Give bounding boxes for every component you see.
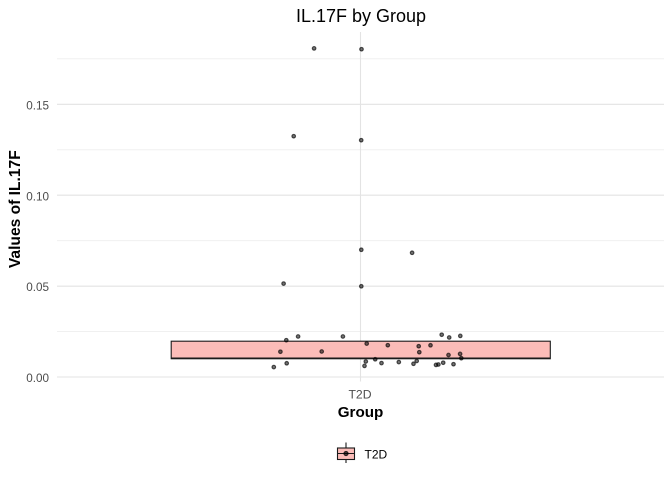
svg-text:T2D: T2D [365, 448, 388, 462]
svg-text:IL.17F by Group: IL.17F by Group [296, 6, 426, 26]
svg-text:Group: Group [338, 404, 384, 421]
svg-text:T2D: T2D [348, 388, 371, 402]
svg-text:0.00: 0.00 [26, 372, 49, 385]
svg-text:Values of IL.17F: Values of IL.17F [7, 150, 24, 268]
svg-text:0.15: 0.15 [26, 100, 49, 113]
svg-text:0.10: 0.10 [26, 190, 49, 203]
svg-text:0.05: 0.05 [26, 281, 49, 294]
